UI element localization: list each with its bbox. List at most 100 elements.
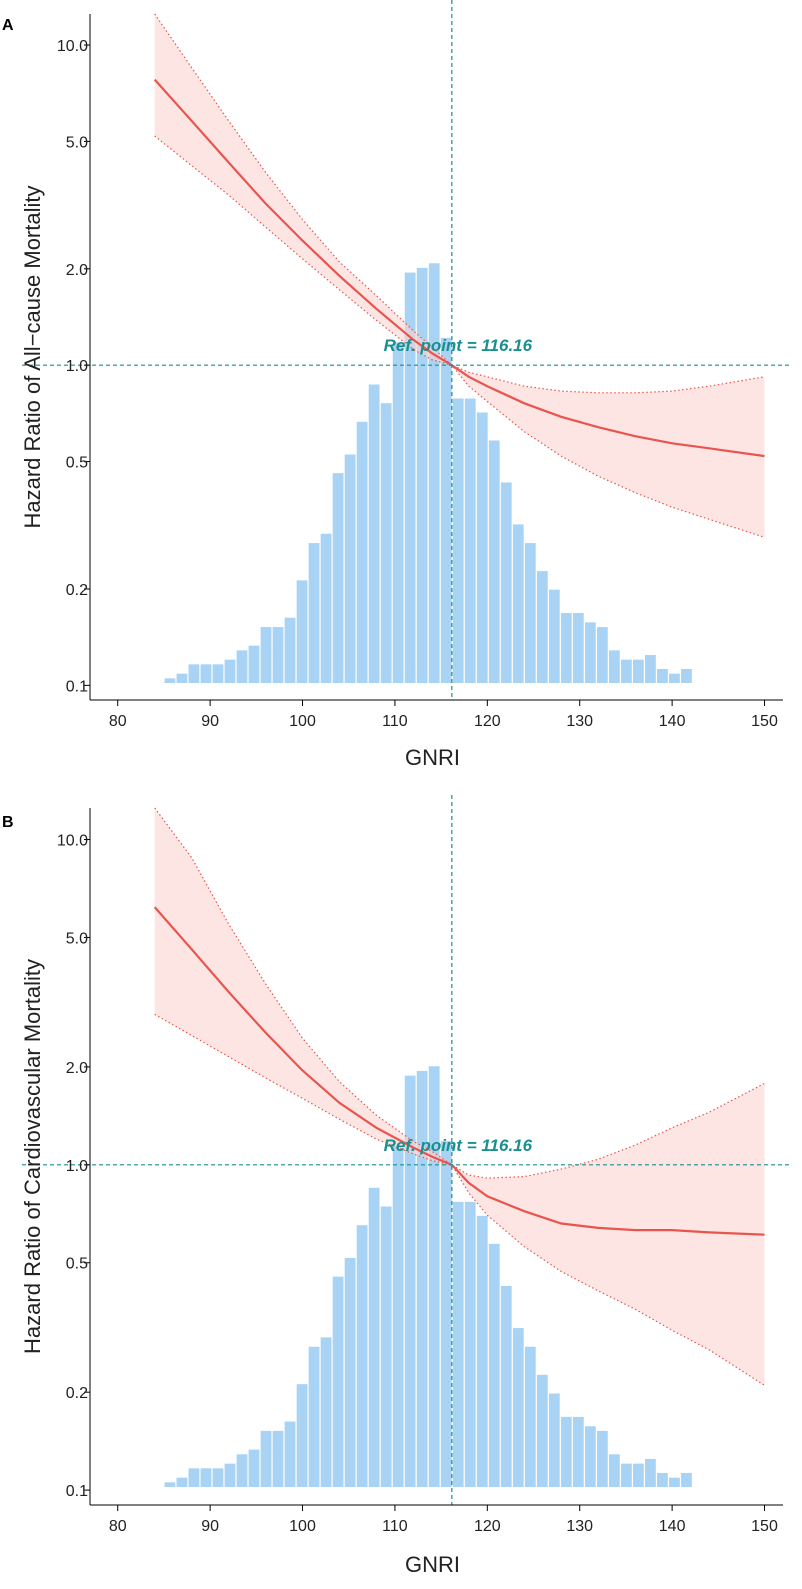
histogram-bar <box>681 1472 692 1487</box>
histogram-bar <box>392 1145 404 1487</box>
histogram-bar <box>404 272 416 683</box>
histogram-bar <box>176 1477 188 1487</box>
x-tick-label: 90 <box>201 1518 219 1535</box>
histogram-bar <box>272 627 284 683</box>
histogram-bar <box>356 421 368 683</box>
histogram-bar <box>440 337 452 683</box>
histogram-bar <box>608 1454 620 1487</box>
confidence-band <box>154 808 765 1386</box>
histogram <box>164 263 692 683</box>
histogram-bar <box>320 533 332 683</box>
histogram-bar <box>368 384 380 683</box>
y-tick-label: 10.0 <box>57 38 88 55</box>
x-tick-label: 150 <box>751 1518 778 1535</box>
histogram-bar <box>248 1449 260 1487</box>
histogram-bar <box>476 1215 488 1487</box>
ci-upper-line <box>154 13 765 394</box>
y-tick-label: 1.0 <box>66 1158 88 1175</box>
x-tick-label: 130 <box>566 713 593 730</box>
histogram-bar <box>669 1477 680 1487</box>
x-tick-label: 120 <box>474 1518 501 1535</box>
x-tick-label: 140 <box>659 713 686 730</box>
x-tick-label: 110 <box>382 713 408 730</box>
histogram-bar <box>536 571 548 683</box>
histogram-bar <box>236 1454 248 1487</box>
histogram-bar <box>236 650 248 683</box>
histogram-bar <box>548 589 560 683</box>
histogram-bar <box>645 1458 656 1487</box>
y-tick-label: 0.5 <box>66 455 88 472</box>
y-tick-label: 0.1 <box>66 678 88 695</box>
histogram-bar <box>669 673 680 683</box>
histogram-bar <box>584 622 596 683</box>
x-tick-label: 100 <box>289 1518 316 1535</box>
histogram-bar <box>560 613 572 683</box>
histogram-bar <box>380 403 392 683</box>
histogram-bar <box>645 655 656 683</box>
histogram-bar <box>681 669 692 683</box>
y-tick-label: 0.5 <box>66 1256 88 1273</box>
histogram-bar <box>657 669 668 683</box>
histogram-bar <box>560 1416 572 1487</box>
histogram-bar <box>620 659 632 683</box>
histogram <box>164 1066 692 1487</box>
histogram-bar <box>260 1430 272 1487</box>
histogram-bar <box>416 267 428 683</box>
histogram-bar <box>657 1472 668 1487</box>
ci-lower-line <box>154 1013 765 1386</box>
histogram-bar <box>500 1285 512 1487</box>
histogram-bar <box>632 1463 644 1487</box>
histogram-bar <box>224 1463 236 1487</box>
histogram-bar <box>296 580 308 683</box>
histogram-bar <box>632 659 644 683</box>
x-tick-label: 140 <box>659 1518 686 1535</box>
x-tick-label: 150 <box>751 713 778 730</box>
histogram-bar <box>188 664 200 683</box>
histogram-bar <box>332 1276 344 1487</box>
y-tick-label: 0.2 <box>66 582 88 599</box>
confidence-band <box>154 14 765 538</box>
histogram-bar <box>500 482 512 683</box>
histogram-bar <box>320 1337 332 1487</box>
x-tick-label: 100 <box>289 713 316 730</box>
histogram-bar <box>380 1206 392 1487</box>
reference-point-label: Ref. point = 116.16 <box>384 1136 533 1155</box>
histogram-bar <box>284 1421 296 1487</box>
histogram-bar <box>344 1257 356 1487</box>
histogram-bar <box>488 440 500 683</box>
histogram-bar <box>404 1075 416 1487</box>
histogram-bar <box>224 659 236 683</box>
histogram-bar <box>584 1426 596 1487</box>
x-tick-label: 80 <box>109 713 127 730</box>
histogram-bar <box>200 1468 212 1487</box>
histogram-bar <box>200 664 212 683</box>
panel-letter: A <box>2 17 14 34</box>
histogram-bar <box>548 1393 560 1487</box>
histogram-bar <box>212 1468 224 1487</box>
histogram-bar <box>416 1070 428 1487</box>
histogram-bar <box>512 1328 524 1487</box>
histogram-bar <box>476 412 488 683</box>
histogram-bar <box>428 1066 440 1487</box>
x-tick-label: 120 <box>474 713 501 730</box>
histogram-bar <box>308 543 320 683</box>
histogram-bar <box>332 473 344 683</box>
histogram-bar <box>608 650 620 683</box>
histogram-bar <box>572 613 584 683</box>
y-tick-label: 2.0 <box>66 1060 88 1077</box>
panel-a: A Ref. point = 116.16 0.1 0.2 0.5 1.0 2.0 5.0 10… <box>2 0 790 770</box>
histogram-bar <box>524 543 536 683</box>
histogram-bar <box>596 627 608 683</box>
histogram-bar <box>188 1468 200 1487</box>
histogram-bar <box>212 664 224 683</box>
histogram-bar <box>164 1482 176 1487</box>
x-tick-label: 90 <box>201 713 219 730</box>
histogram-bar <box>452 398 464 683</box>
reference-point-label: Ref. point = 116.16 <box>384 336 533 355</box>
histogram-bar <box>596 1430 608 1487</box>
x-tick-label: 130 <box>566 1518 593 1535</box>
y-tick-label: 1.0 <box>66 358 88 375</box>
histogram-bar <box>296 1384 308 1487</box>
